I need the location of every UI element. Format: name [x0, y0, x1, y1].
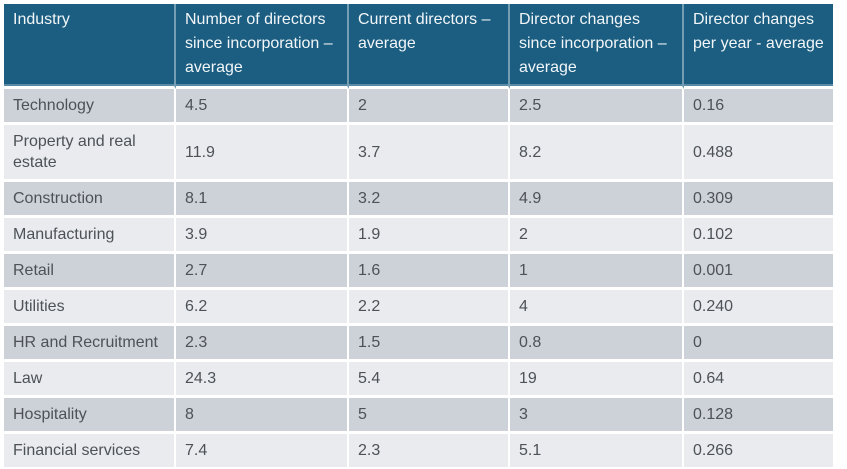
value-cell: 4.5 [176, 89, 349, 125]
value-cell: 3.2 [349, 182, 510, 218]
value-cell: 1.5 [349, 326, 510, 362]
value-cell: 0.309 [684, 182, 833, 218]
value-cell: 2.3 [176, 326, 349, 362]
column-header-directors-since-incorporation: Number of directors since incorporation … [176, 4, 349, 89]
value-cell: 2.7 [176, 254, 349, 290]
table-row-utilities: Utilities 6.2 2.2 4 0.240 [4, 290, 833, 326]
value-cell: 2 [349, 89, 510, 125]
table-row-property-real-estate: Property and real estate 11.9 3.7 8.2 0.… [4, 125, 833, 182]
industry-cell: Utilities [4, 290, 176, 326]
value-cell: 6.2 [176, 290, 349, 326]
value-cell: 2.2 [349, 290, 510, 326]
table-row-financial-services: Financial services 7.4 2.3 5.1 0.266 [4, 434, 833, 469]
column-header-director-changes: Director changes since incorporation – a… [510, 4, 684, 89]
industry-directors-table: Industry Number of directors since incor… [4, 4, 833, 469]
value-cell: 5.4 [349, 362, 510, 398]
value-cell: 1 [510, 254, 684, 290]
industry-directors-table-container: Industry Number of directors since incor… [4, 4, 833, 469]
value-cell: 2.5 [510, 89, 684, 125]
industry-cell: Construction [4, 182, 176, 218]
value-cell: 0.8 [510, 326, 684, 362]
value-cell: 0.64 [684, 362, 833, 398]
value-cell: 3 [510, 398, 684, 434]
value-cell: 0.240 [684, 290, 833, 326]
header-row: Industry Number of directors since incor… [4, 4, 833, 89]
value-cell: 4 [510, 290, 684, 326]
value-cell: 5.1 [510, 434, 684, 469]
value-cell: 2.3 [349, 434, 510, 469]
value-cell: 0.488 [684, 125, 833, 182]
table-row-hr-recruitment: HR and Recruitment 2.3 1.5 0.8 0 [4, 326, 833, 362]
value-cell: 0.266 [684, 434, 833, 469]
column-header-industry: Industry [4, 4, 176, 89]
value-cell: 3.7 [349, 125, 510, 182]
industry-cell: Technology [4, 89, 176, 125]
table-row-law: Law 24.3 5.4 19 0.64 [4, 362, 833, 398]
table-row-retail: Retail 2.7 1.6 1 0.001 [4, 254, 833, 290]
value-cell: 19 [510, 362, 684, 398]
industry-cell: Hospitality [4, 398, 176, 434]
table-row-construction: Construction 8.1 3.2 4.9 0.309 [4, 182, 833, 218]
industry-cell: HR and Recruitment [4, 326, 176, 362]
industry-cell: Financial services [4, 434, 176, 469]
industry-cell: Retail [4, 254, 176, 290]
industry-cell: Law [4, 362, 176, 398]
value-cell: 3.9 [176, 218, 349, 254]
value-cell: 5 [349, 398, 510, 434]
table-row-technology: Technology 4.5 2 2.5 0.16 [4, 89, 833, 125]
industry-cell: Manufacturing [4, 218, 176, 254]
value-cell: 0.001 [684, 254, 833, 290]
value-cell: 0 [684, 326, 833, 362]
value-cell: 0.16 [684, 89, 833, 125]
table-row-hospitality: Hospitality 8 5 3 0.128 [4, 398, 833, 434]
value-cell: 8 [176, 398, 349, 434]
value-cell: 11.9 [176, 125, 349, 182]
column-header-changes-per-year: Director changes per year - average [684, 4, 833, 89]
value-cell: 8.2 [510, 125, 684, 182]
column-header-current-directors: Current directors – average [349, 4, 510, 89]
value-cell: 2 [510, 218, 684, 254]
value-cell: 7.4 [176, 434, 349, 469]
value-cell: 1.9 [349, 218, 510, 254]
value-cell: 0.128 [684, 398, 833, 434]
value-cell: 24.3 [176, 362, 349, 398]
value-cell: 8.1 [176, 182, 349, 218]
value-cell: 0.102 [684, 218, 833, 254]
table-row-manufacturing: Manufacturing 3.9 1.9 2 0.102 [4, 218, 833, 254]
industry-cell: Property and real estate [4, 125, 176, 182]
value-cell: 4.9 [510, 182, 684, 218]
value-cell: 1.6 [349, 254, 510, 290]
